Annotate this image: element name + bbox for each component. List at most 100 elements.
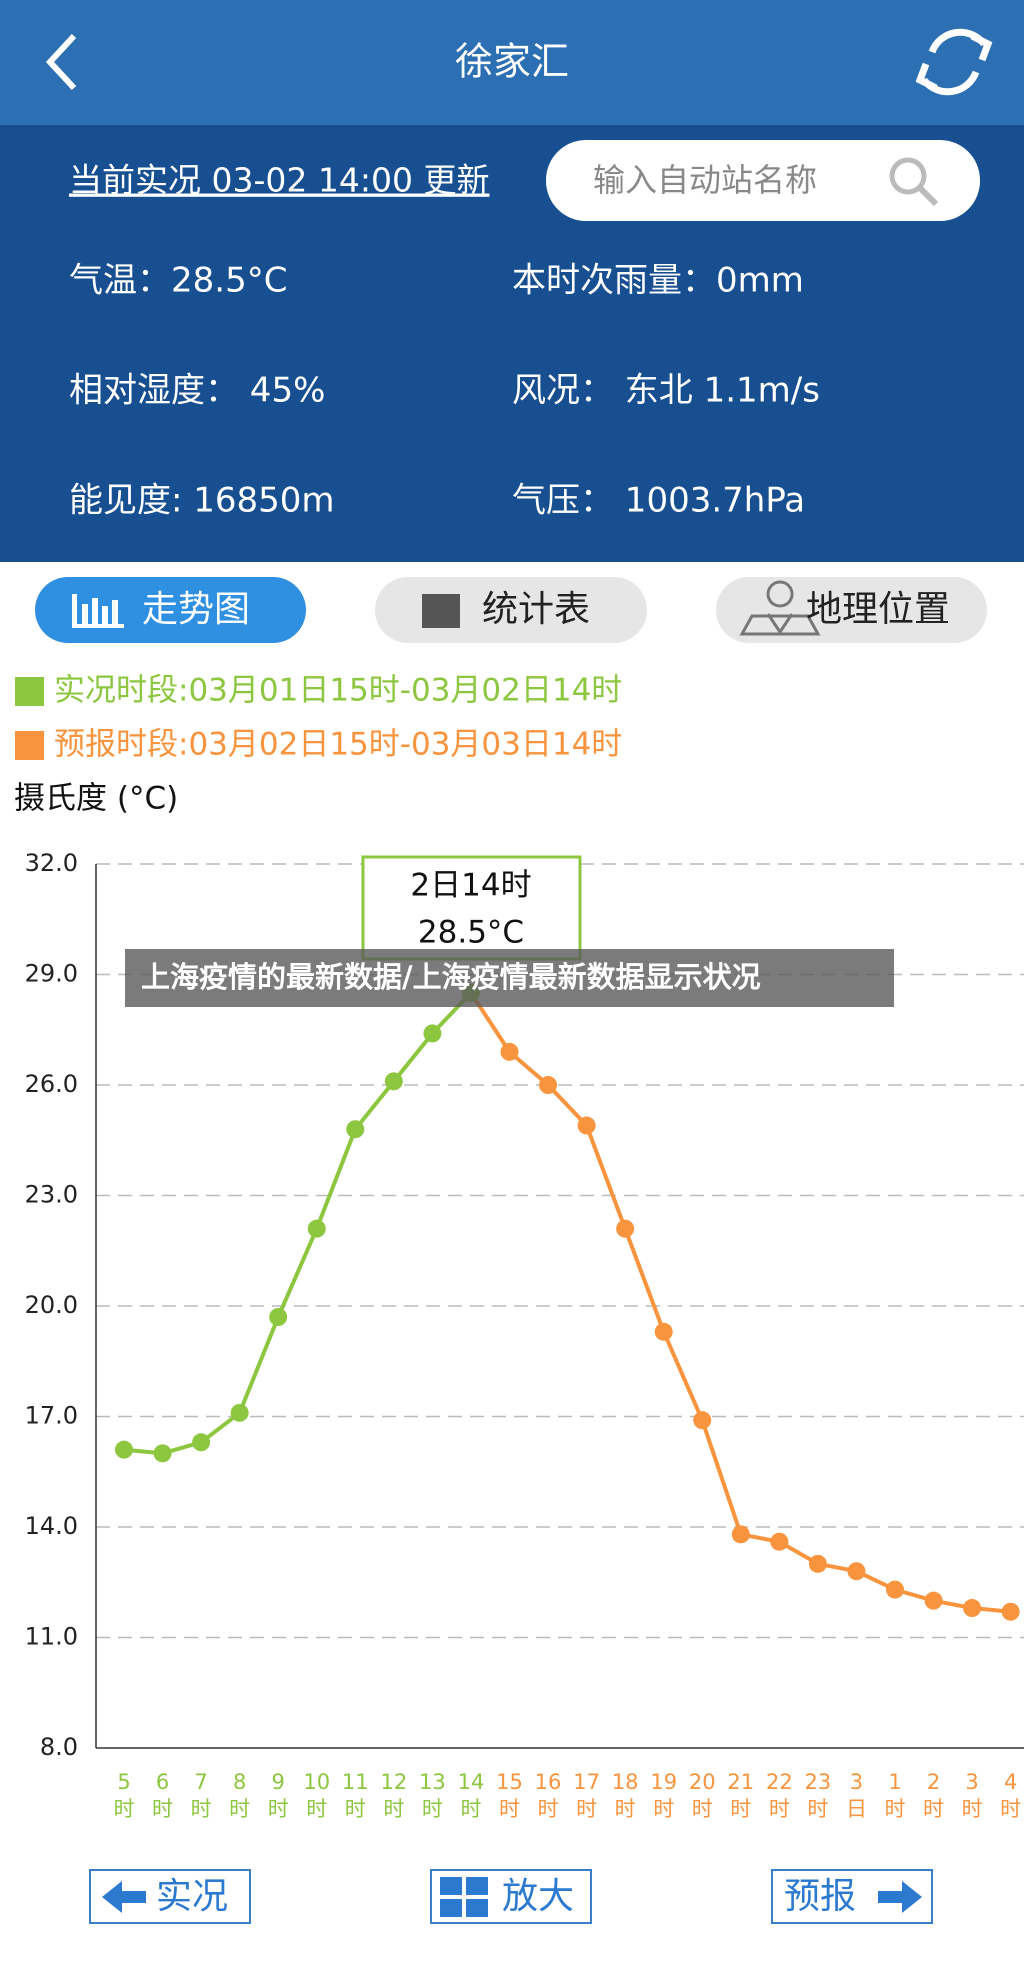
x-tick-label: 23	[805, 1770, 832, 1794]
x-tick-label: 时	[499, 1797, 520, 1821]
tooltip-box	[361, 855, 582, 961]
x-tick-label: 16	[535, 1770, 562, 1794]
legend-swatch	[15, 677, 44, 706]
button-label: 预报	[784, 1876, 856, 1917]
x-tick-label: 11	[342, 1770, 369, 1794]
x-tick-label: 时	[383, 1797, 404, 1821]
zoom-icon	[440, 1877, 488, 1917]
x-tick-label: 时	[923, 1797, 944, 1821]
x-tick-label: 时	[538, 1797, 559, 1821]
data-point	[346, 1120, 365, 1139]
data-point	[230, 1403, 249, 1422]
x-tick-label: 时	[730, 1797, 751, 1821]
update-link[interactable]: 当前实况 03-02 14:00 更新	[69, 161, 489, 200]
data-point	[808, 1554, 827, 1573]
y-tick-label: 20.0	[25, 1291, 78, 1319]
x-tick-label: 22	[766, 1770, 793, 1794]
legend-swatch	[15, 731, 44, 760]
x-tick-label: 15	[496, 1770, 523, 1794]
search-icon-handle	[917, 185, 939, 207]
series-line	[123, 991, 473, 1456]
data-point	[269, 1308, 288, 1327]
data-point	[616, 1219, 635, 1238]
x-tick-label: 时	[576, 1797, 597, 1821]
info-item: 相对湿度： 45%	[69, 371, 325, 411]
x-tick-label: 时	[692, 1797, 713, 1821]
data-point	[924, 1591, 943, 1610]
x-tick-label: 时	[460, 1797, 481, 1821]
search-placeholder: 输入自动站名称	[593, 161, 817, 199]
button-label: 放大	[502, 1876, 574, 1917]
data-point	[1001, 1602, 1020, 1621]
search-icon	[889, 157, 927, 195]
y-tick-label: 11.0	[25, 1623, 78, 1651]
data-point	[963, 1599, 982, 1618]
x-tick-label: 时	[1000, 1797, 1021, 1821]
x-tick-label: 时	[422, 1797, 443, 1821]
x-tick-label: 8	[233, 1770, 246, 1794]
data-point	[886, 1580, 904, 1599]
y-tick-label: 32.0	[25, 849, 78, 877]
x-tick-label: 时	[962, 1797, 983, 1821]
y-tick-label: 23.0	[25, 1181, 78, 1209]
x-tick-label: 3	[965, 1770, 978, 1794]
x-tick-label: 9	[272, 1770, 285, 1794]
data-point	[423, 1024, 442, 1043]
x-tick-label: 21	[727, 1770, 754, 1794]
data-point	[307, 1219, 326, 1238]
x-tick-label: 时	[306, 1797, 327, 1821]
x-tick-label: 时	[807, 1797, 828, 1821]
x-tick-label: 14	[458, 1770, 485, 1794]
x-tick-label: 时	[653, 1797, 674, 1821]
x-tick-label: 13	[419, 1770, 446, 1794]
tooltip-title: 2日14时	[410, 868, 531, 904]
info-item: 气压： 1003.7hPa	[512, 481, 805, 521]
info-item: 本时次雨量：0mm	[512, 261, 804, 301]
data-point	[770, 1532, 789, 1551]
top-bar	[0, 0, 1024, 125]
refresh-button[interactable]	[915, 28, 993, 96]
x-tick-label: 日	[846, 1797, 867, 1821]
x-tick-label: 12	[380, 1770, 407, 1794]
x-tick-label: 时	[114, 1797, 135, 1821]
x-tick-label: 时	[615, 1797, 636, 1821]
data-point	[654, 1322, 673, 1341]
x-tick-label: 4	[1004, 1770, 1017, 1794]
y-tick-label: 26.0	[25, 1070, 78, 1098]
legend-text: 实况时段:03月01日15时-03月02日14时	[54, 673, 622, 709]
y-tick-label: 8.0	[40, 1733, 78, 1761]
x-tick-label: 时	[769, 1797, 790, 1821]
data-point	[693, 1411, 712, 1430]
tooltip-value: 28.5°C	[418, 915, 524, 951]
x-tick-label: 17	[573, 1770, 600, 1794]
x-tick-label: 时	[885, 1797, 906, 1821]
tab-label: 地理位置	[806, 589, 950, 630]
x-tick-label: 7	[194, 1770, 207, 1794]
x-tick-label: 10	[303, 1770, 330, 1794]
x-tick-label: 时	[191, 1797, 212, 1821]
back-button[interactable]	[45, 33, 77, 91]
x-tick-label: 时	[268, 1797, 289, 1821]
legend-text: 预报时段:03月02日15时-03月03日14时	[54, 727, 622, 763]
y-tick-label: 17.0	[25, 1402, 78, 1430]
x-tick-label: 2	[927, 1770, 940, 1794]
tab-label: 走势图	[142, 589, 250, 630]
title: 徐家汇	[455, 40, 569, 84]
x-tick-label: 6	[156, 1770, 169, 1794]
data-point	[500, 1042, 519, 1061]
tab-label: 统计表	[482, 589, 590, 630]
data-point	[731, 1525, 750, 1544]
x-tick-label: 时	[152, 1797, 173, 1821]
search-box[interactable]	[546, 140, 980, 221]
y-tick-label: 29.0	[25, 960, 78, 988]
chart-icon	[72, 594, 124, 628]
bottom-buttons: 实况 放大 预报	[89, 1869, 933, 1924]
x-tick-label: 18	[612, 1770, 639, 1794]
x-tick-label: 时	[345, 1797, 366, 1821]
info-item: 能见度: 16850m	[69, 481, 335, 521]
data-point	[384, 1072, 403, 1091]
data-point	[153, 1444, 172, 1463]
location-icon	[766, 580, 794, 635]
arrow-left	[102, 1881, 146, 1913]
data-point	[115, 1440, 133, 1459]
